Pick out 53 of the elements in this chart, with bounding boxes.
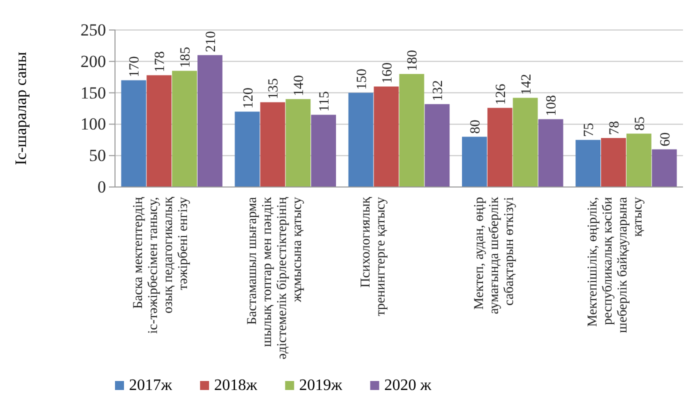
x-tick-label: Мектепішілік, өңірлік, республикалық кәсіби шеберлік байқауларына қатысу: [584, 196, 645, 333]
bar: [172, 70, 197, 187]
bar: [652, 149, 677, 187]
data-label: 185: [178, 46, 194, 68]
y-tick-label: 200: [80, 52, 106, 71]
bar: [512, 98, 538, 187]
y-tick-label: 250: [80, 20, 106, 40]
data-label: 85: [632, 116, 648, 131]
legend-label: 2018ж: [214, 377, 258, 394]
bar: [286, 99, 311, 187]
bar: [234, 112, 260, 187]
bar: [462, 136, 487, 187]
bar: [399, 74, 424, 187]
data-label: 78: [607, 121, 622, 136]
bar: [626, 134, 652, 187]
bar: [424, 104, 450, 187]
data-label: 210: [204, 31, 219, 52]
data-label: 60: [658, 132, 674, 146]
data-label: 150: [354, 68, 370, 90]
data-label: 120: [241, 88, 256, 109]
bar: [121, 80, 146, 187]
data-label: 126: [494, 84, 509, 105]
bar: [260, 102, 286, 187]
bar: [538, 119, 564, 187]
bar: [576, 140, 601, 187]
bar: [311, 114, 336, 187]
data-label: 170: [128, 56, 143, 78]
y-tick-label: 0: [98, 177, 106, 196]
data-label: 115: [318, 91, 333, 112]
bar: [348, 92, 374, 187]
data-label: 135: [266, 78, 282, 100]
legend-label: 2020 ж: [384, 377, 432, 394]
legend-label: 2019ж: [299, 377, 344, 394]
bar: [197, 55, 222, 187]
bar: [374, 86, 399, 187]
data-label: 132: [431, 80, 446, 102]
y-tick-label: 100: [80, 114, 106, 134]
data-label: 180: [406, 50, 421, 71]
bar: [487, 108, 512, 187]
legend-label: 2017ж: [129, 377, 173, 394]
y-tick-label: 150: [80, 83, 106, 102]
y-axis-title: Іс-шаралар саны: [13, 52, 30, 166]
data-label: 160: [380, 62, 396, 84]
data-label: 108: [544, 95, 560, 116]
data-label: 80: [468, 120, 484, 134]
bar: [146, 75, 172, 187]
y-tick-label: 50: [89, 146, 106, 166]
data-label: 142: [519, 74, 534, 95]
data-label: 140: [292, 75, 308, 96]
bar: [601, 138, 626, 187]
x-tick-label: Баска мектептердің іс-тәжірбесімен танысу, озық педагогикалық тәжірбені енгізу: [130, 196, 190, 334]
data-label: 75: [582, 122, 598, 137]
data-label: 178: [153, 51, 168, 72]
